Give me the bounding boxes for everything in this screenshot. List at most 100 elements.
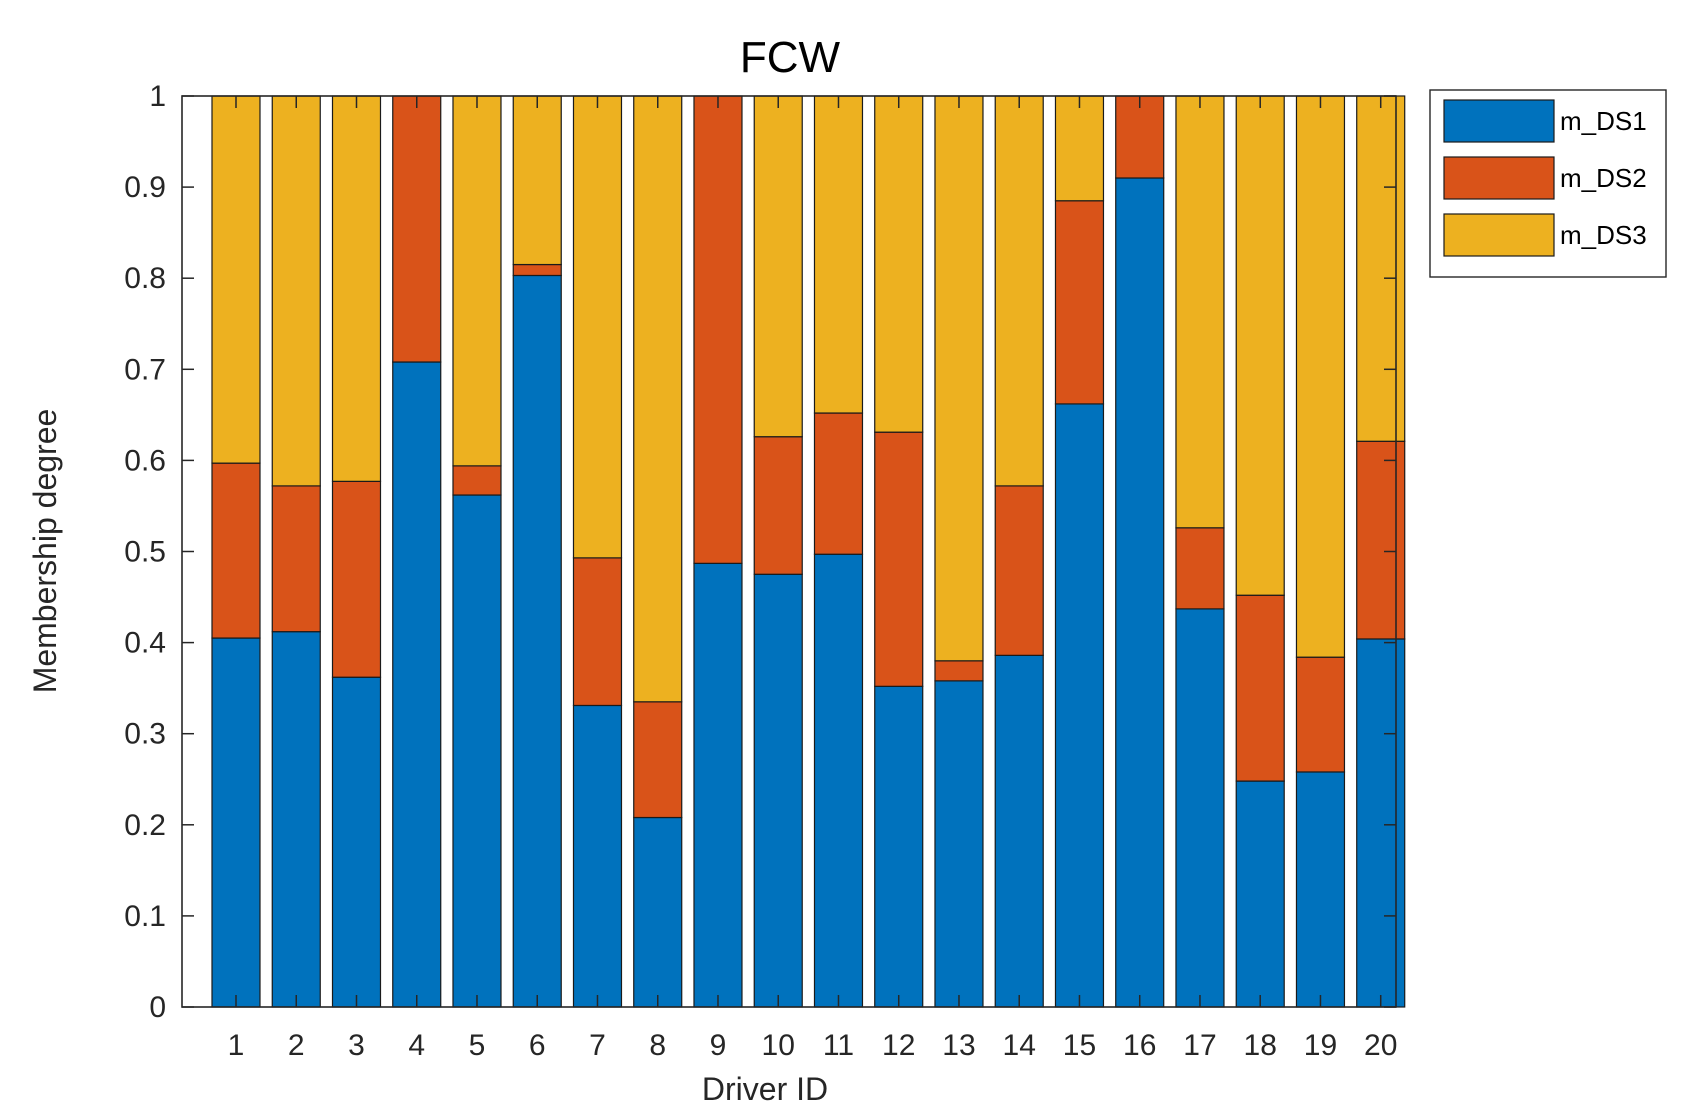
bar-m_DS3-driver-15 [1054, 95, 1105, 202]
y-axis-label: Membership degree [27, 409, 63, 694]
x-tick-label: 14 [1003, 1029, 1036, 1062]
x-tick-label: 19 [1304, 1029, 1337, 1062]
y-tick-label: 0.1 [124, 900, 166, 933]
x-tick-label: 10 [762, 1029, 795, 1062]
x-tick-label: 15 [1063, 1029, 1096, 1062]
bar-m_DS3-driver-19 [1295, 95, 1346, 658]
y-tick-label: 0.3 [124, 718, 166, 751]
bar-m_DS1-driver-17 [1175, 608, 1225, 1008]
x-tick-label: 13 [942, 1029, 975, 1062]
x-tick-label: 20 [1364, 1029, 1397, 1062]
bar-m_DS2-driver-9 [693, 95, 743, 564]
bar-m_DS2-driver-10 [753, 436, 803, 575]
bar-m_DS2-driver-17 [1175, 527, 1225, 610]
bar-m_DS2-driver-13 [934, 660, 984, 682]
bar-m_DS2-driver-19 [1295, 656, 1346, 773]
bar-m_DS2-driver-1 [211, 462, 261, 639]
bar-m_DS2-driver-11 [813, 412, 864, 555]
axes-box [181, 95, 1397, 1008]
bar-m_DS1-driver-6 [512, 274, 562, 1008]
bar-m_DS2-driver-18 [1235, 594, 1285, 782]
bar-m_DS3-driver-18 [1235, 95, 1285, 596]
bar-m_DS1-driver-12 [874, 685, 924, 1008]
y-tick-label: 0.5 [124, 536, 166, 569]
legend-label-m_DS3: m_DS3 [1560, 220, 1647, 250]
bar-m_DS2-driver-7 [572, 557, 623, 707]
bar-m_DS2-driver-4 [392, 95, 442, 363]
chart-title: FCW [740, 33, 841, 82]
bar-m_DS1-driver-7 [572, 704, 623, 1008]
x-tick-label: 5 [469, 1029, 486, 1062]
bar-m_DS1-driver-8 [633, 816, 683, 1008]
legend-label-m_DS1: m_DS1 [1560, 106, 1647, 136]
bar-m_DS1-driver-13 [934, 680, 984, 1008]
y-tick-label: 0.8 [124, 262, 166, 295]
bar-m_DS3-driver-17 [1175, 95, 1225, 529]
bar-m_DS3-driver-7 [572, 95, 623, 559]
bar-m_DS1-driver-2 [271, 631, 321, 1008]
bar-m_DS1-driver-14 [994, 654, 1044, 1008]
bar-m_DS2-driver-14 [994, 485, 1044, 656]
bar-m_DS1-driver-10 [753, 573, 803, 1008]
x-tick-label: 16 [1123, 1029, 1156, 1062]
bar-m_DS3-driver-2 [271, 95, 321, 487]
bars-layer [211, 95, 1406, 1008]
x-tick-label: 2 [288, 1029, 305, 1062]
x-tick-label: 17 [1183, 1029, 1216, 1062]
legend-label-m_DS2: m_DS2 [1560, 163, 1647, 193]
x-axis-label: Driver ID [702, 1071, 828, 1107]
bar-m_DS2-driver-16 [1115, 95, 1165, 179]
x-tick-label: 4 [408, 1029, 425, 1062]
axes-layer: 1 2 3 4 5 6 7 8 9 10 11 12 13 14 15 16 17 18 19 2000.10.20.… [124, 80, 1397, 1062]
bar-m_DS1-driver-19 [1295, 771, 1346, 1008]
bar-m_DS1-driver-20 [1356, 638, 1406, 1008]
bar-m_DS1-driver-16 [1115, 177, 1165, 1008]
bar-m_DS3-driver-10 [753, 95, 803, 438]
bar-m_DS1-driver-11 [813, 553, 864, 1008]
bar-m_DS3-driver-12 [874, 95, 924, 433]
bar-m_DS3-driver-6 [512, 95, 562, 266]
bar-m_DS1-driver-9 [693, 562, 743, 1008]
bar-m_DS3-driver-14 [994, 95, 1044, 487]
x-tick-label: 6 [529, 1029, 546, 1062]
bar-m_DS2-driver-5 [452, 465, 502, 496]
bar-m_DS2-driver-12 [874, 431, 924, 687]
legend-swatch-m_DS2 [1443, 156, 1555, 200]
legend-swatch-m_DS3 [1443, 213, 1555, 257]
x-tick-label: 8 [649, 1029, 666, 1062]
bar-m_DS2-driver-8 [633, 701, 683, 819]
bar-m_DS1-driver-4 [392, 361, 442, 1008]
bar-m_DS3-driver-1 [211, 95, 261, 464]
bar-m_DS2-driver-20 [1356, 440, 1406, 640]
x-tick-label: 9 [710, 1029, 727, 1062]
legend-swatch-m_DS1 [1443, 99, 1555, 143]
bar-m_DS3-driver-13 [934, 95, 984, 662]
bar-m_DS3-driver-3 [331, 95, 382, 482]
bar-m_DS1-driver-1 [211, 637, 261, 1008]
bar-m_DS1-driver-15 [1054, 403, 1105, 1008]
bar-m_DS2-driver-15 [1054, 200, 1105, 405]
y-tick-label: 0 [149, 991, 166, 1024]
bar-m_DS3-driver-20 [1356, 95, 1406, 442]
y-tick-label: 0.4 [124, 627, 166, 660]
x-tick-label: 18 [1244, 1029, 1277, 1062]
x-tick-label: 11 [823, 1029, 854, 1062]
y-tick-label: 0.6 [124, 444, 166, 477]
x-tick-label: 3 [348, 1029, 365, 1062]
x-tick-label: 1 [228, 1029, 245, 1062]
y-tick-label: 0.7 [124, 353, 166, 386]
legend: m_DS1 m_DS2 m_DS3 [1429, 89, 1667, 278]
bar-m_DS3-driver-5 [452, 95, 502, 467]
bar-m_DS3-driver-8 [633, 95, 683, 703]
y-tick-label: 0.2 [124, 809, 166, 842]
bar-m_DS2-driver-6 [512, 263, 562, 277]
y-tick-label: 1 [149, 80, 166, 113]
bar-m_DS3-driver-11 [813, 95, 864, 414]
x-tick-label: 7 [589, 1029, 606, 1062]
bar-m_DS1-driver-18 [1235, 780, 1285, 1008]
y-tick-label: 0.9 [124, 171, 166, 204]
x-tick-label: 12 [882, 1029, 915, 1062]
bar-m_DS2-driver-2 [271, 485, 321, 633]
bar-m_DS1-driver-5 [452, 494, 502, 1008]
